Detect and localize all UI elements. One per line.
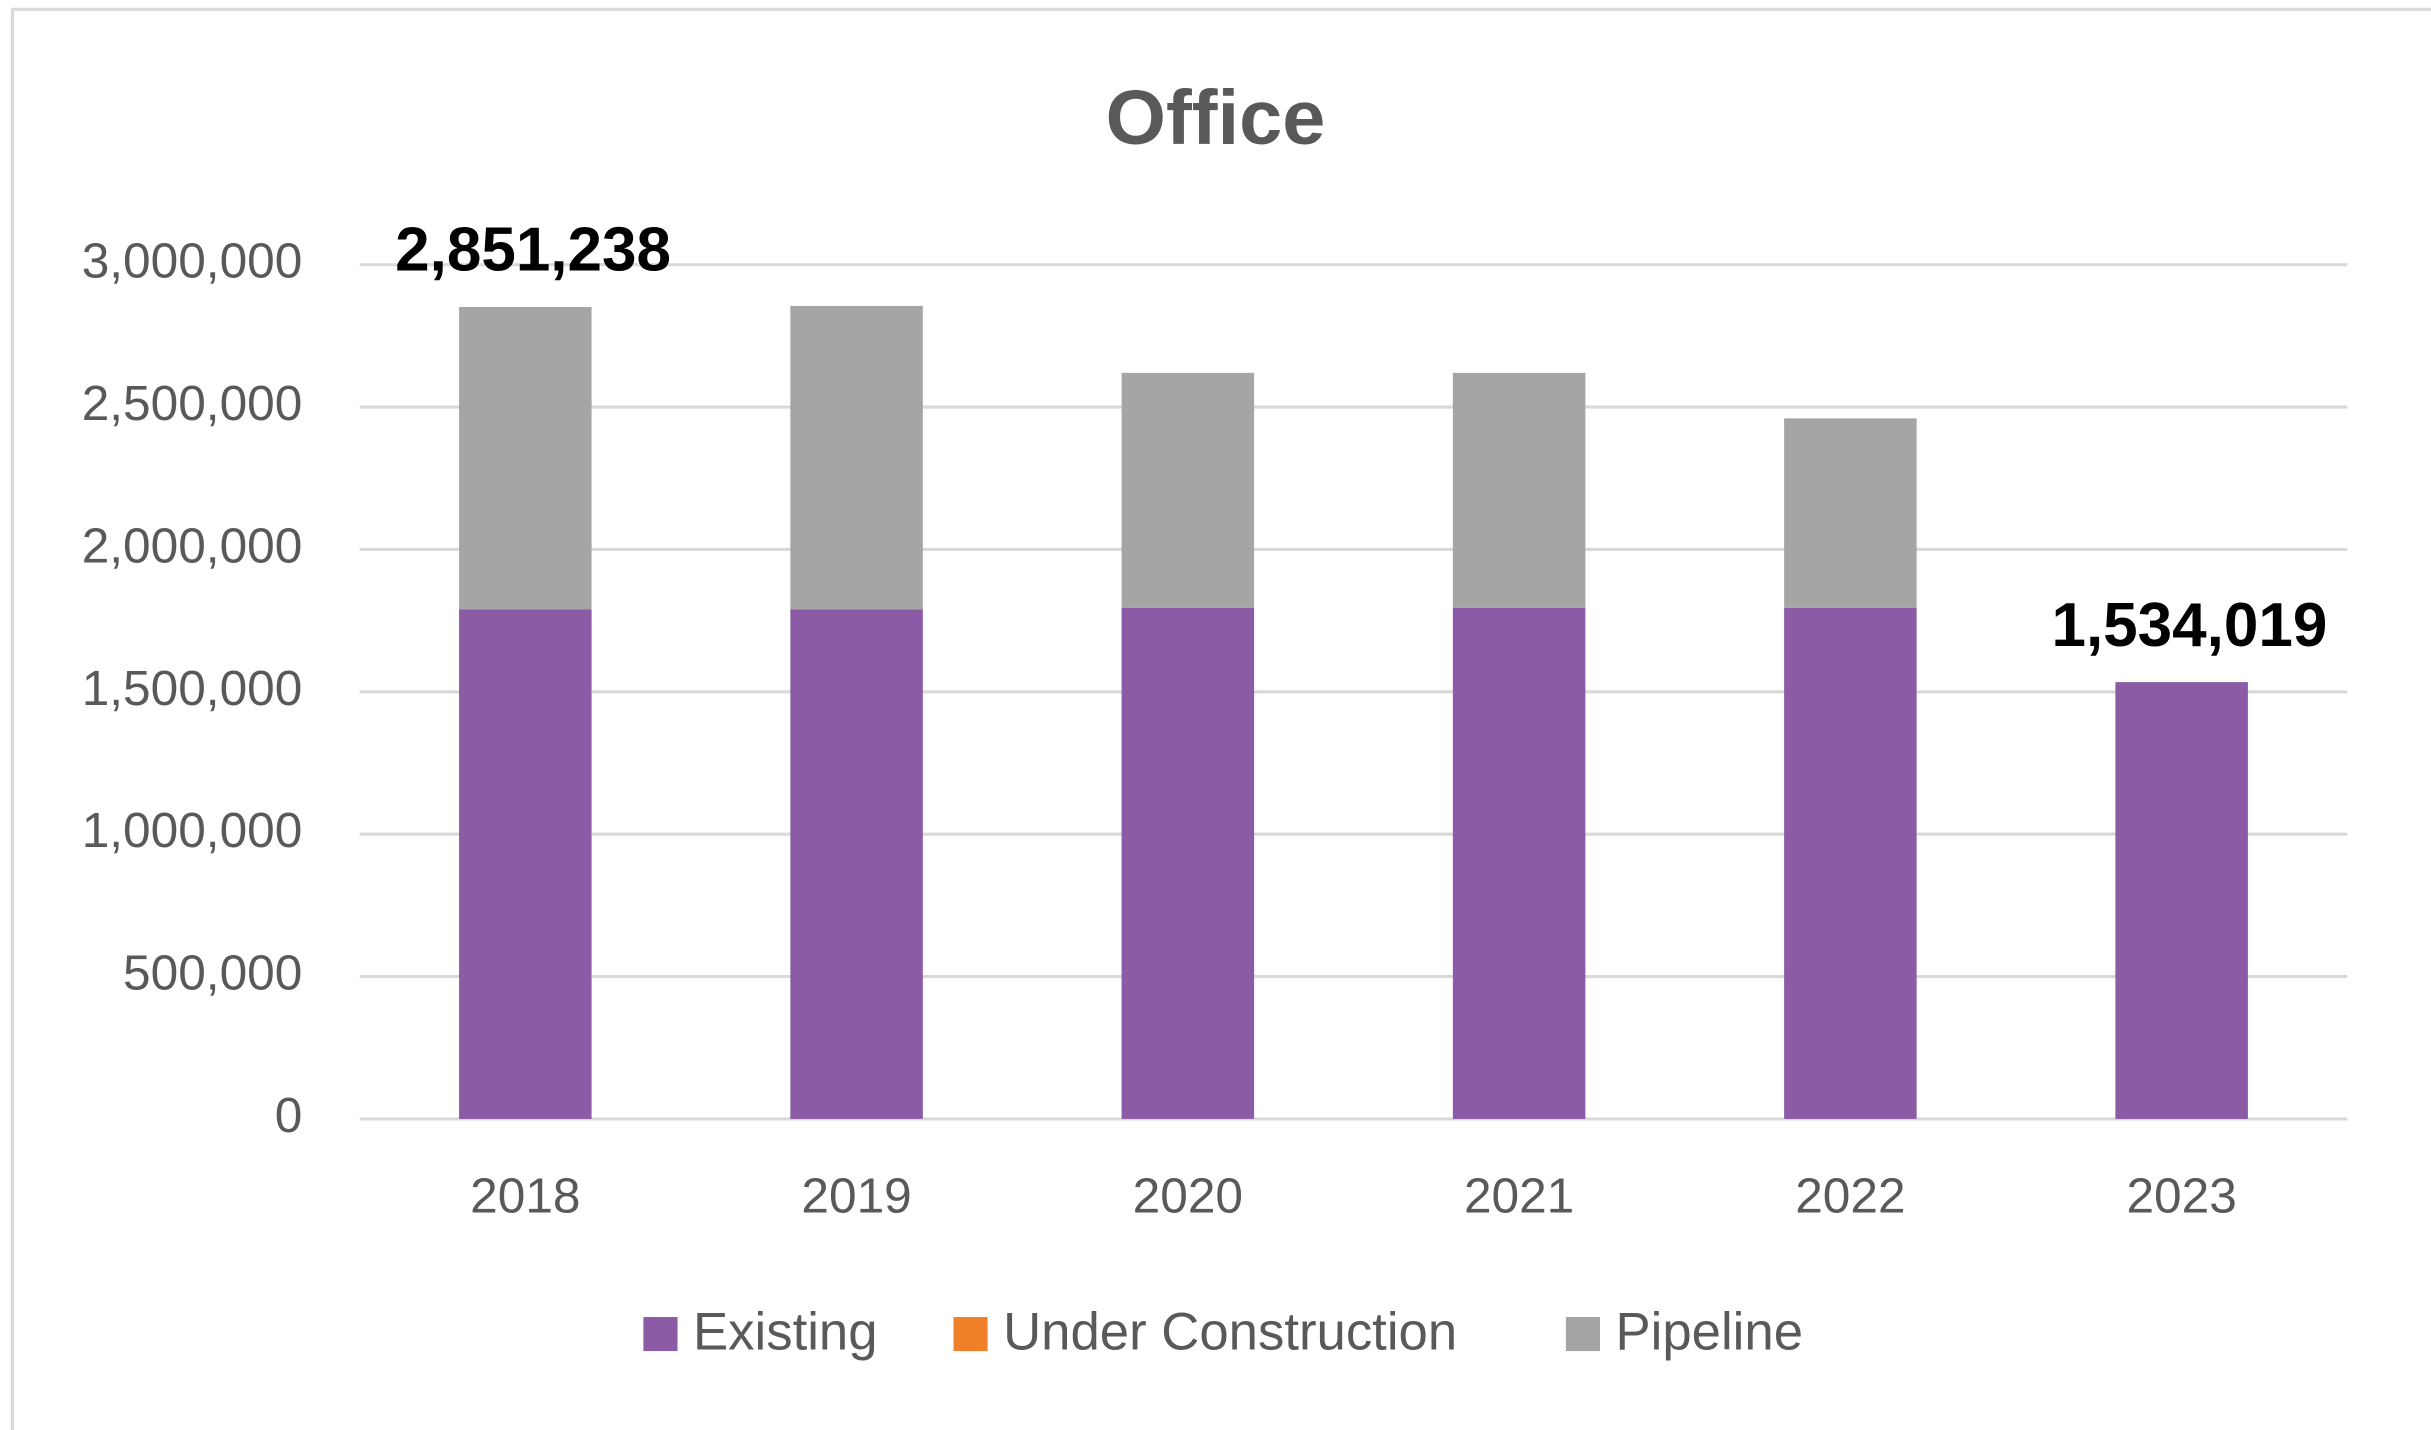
- bar-segment: [790, 609, 923, 1119]
- x-tick-label: 2021: [1464, 1168, 1574, 1224]
- data-label: 2,851,238: [395, 216, 671, 285]
- bar-segment: [1121, 607, 1255, 1119]
- x-tick-label: 2020: [1133, 1168, 1243, 1224]
- bar-segment: [790, 305, 923, 610]
- y-tick-label: 2,500,000: [82, 375, 303, 431]
- bar-segment: [1121, 372, 1255, 608]
- legend-label: Pipeline: [1615, 1303, 1803, 1362]
- legend-label: Under Construction: [1003, 1303, 1457, 1362]
- x-tick-label: 2023: [2126, 1168, 2236, 1224]
- legend-swatch: [953, 1317, 988, 1352]
- y-tick-label: 1,000,000: [82, 802, 303, 858]
- bar-segment: [459, 609, 592, 1119]
- legend-swatch: [643, 1317, 678, 1352]
- x-tick-label: 2022: [1795, 1168, 1905, 1224]
- bar-segment: [1784, 607, 1917, 1119]
- legend-label: Existing: [693, 1303, 878, 1362]
- y-tick-label: 1,500,000: [82, 660, 303, 716]
- y-tick-label: 3,000,000: [82, 233, 303, 289]
- y-tick-label: 2,000,000: [82, 518, 303, 574]
- x-tick-label: 2018: [470, 1168, 580, 1224]
- data-label: 1,534,019: [2051, 591, 2327, 660]
- x-tick-label: 2019: [801, 1168, 911, 1224]
- bar-segment: [1452, 372, 1586, 608]
- bar-segment: [1784, 418, 1917, 608]
- bar-segment: [2115, 682, 2248, 1119]
- bar-segment: [1452, 607, 1586, 1119]
- chart-border: [10, 7, 2431, 1430]
- y-tick-label: 0: [275, 1087, 303, 1143]
- legend-swatch: [1565, 1317, 1600, 1352]
- chart-title: Office: [1106, 75, 1326, 161]
- bar-segment: [459, 307, 592, 610]
- y-tick-label: 500,000: [123, 945, 302, 1001]
